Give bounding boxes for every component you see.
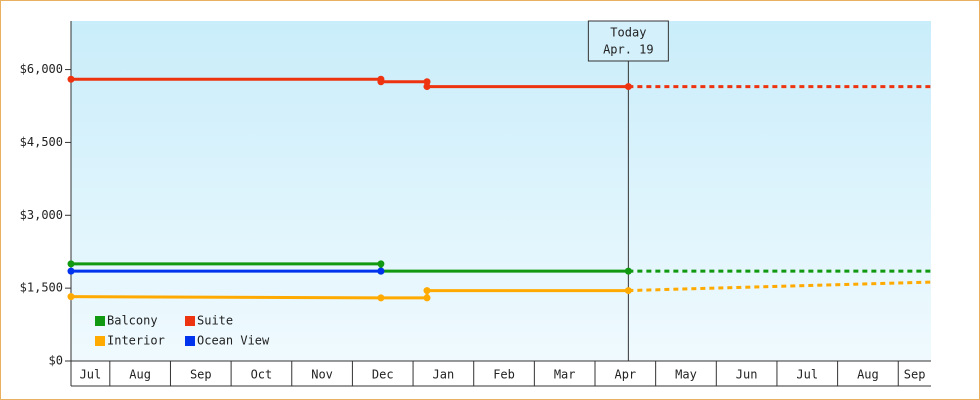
x-tick-label: Jan	[433, 368, 455, 382]
forecast-line	[628, 280, 932, 293]
plot-area	[71, 21, 931, 361]
x-tick-label: Sep	[904, 368, 926, 382]
data-point	[377, 260, 385, 268]
data-point	[67, 293, 75, 301]
series-line	[71, 77, 629, 89]
x-tick-label: Dec	[372, 368, 394, 382]
x-tick-label: Oct	[251, 368, 273, 382]
y-tick-label: $4,500	[20, 135, 63, 149]
x-tick-label: Sep	[190, 368, 212, 382]
x-tick-label: Mar	[554, 368, 576, 382]
x-tick-label: Apr	[614, 368, 636, 382]
x-tick-label: Jul	[796, 368, 818, 382]
legend-swatch	[95, 336, 105, 346]
data-point	[423, 78, 431, 86]
y-tick-label: $6,000	[20, 62, 63, 76]
data-point	[423, 83, 431, 91]
x-tick-label: May	[675, 368, 697, 382]
y-tick-label: $0	[49, 354, 63, 368]
legend-label: Interior	[107, 334, 165, 348]
legend-swatch	[95, 316, 105, 326]
today-label: Apr. 19	[603, 43, 654, 57]
legend-label: Balcony	[107, 314, 158, 328]
x-tick-label: Aug	[129, 368, 151, 382]
data-point	[377, 267, 385, 275]
today-box	[587, 20, 669, 62]
legend-swatch	[185, 316, 195, 326]
series-line	[71, 262, 629, 273]
data-point	[624, 287, 632, 295]
x-tick-label: Nov	[311, 368, 333, 382]
data-point	[423, 294, 431, 302]
x-tick-label: Jul	[80, 368, 102, 382]
today-label: Today	[610, 26, 646, 40]
x-tick-label: Aug	[857, 368, 879, 382]
data-point	[377, 78, 385, 86]
data-point	[67, 267, 75, 275]
data-point	[67, 75, 75, 83]
x-tick-label: Jun	[736, 368, 758, 382]
data-point	[67, 260, 75, 268]
legend-swatch	[185, 336, 195, 346]
data-point	[624, 83, 632, 91]
y-tick-label: $3,000	[20, 208, 63, 222]
legend-label: Suite	[197, 314, 233, 328]
data-point	[423, 287, 431, 295]
data-point	[377, 294, 385, 302]
y-tick-label: $1,500	[20, 281, 63, 295]
x-tick-label: Feb	[493, 368, 515, 382]
legend-label: Ocean View	[197, 334, 270, 348]
data-point	[624, 267, 632, 275]
